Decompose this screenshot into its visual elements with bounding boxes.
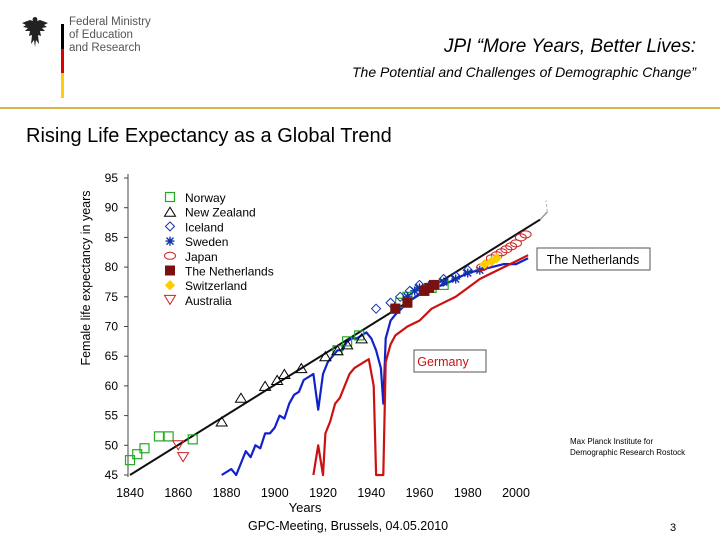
legend-marker-norway (164, 191, 176, 203)
y-tick-label: 95 (105, 171, 119, 185)
point-iceland (370, 303, 382, 314)
y-tick-label: 75 (105, 290, 119, 304)
x-tick-label: 2000 (502, 486, 530, 500)
legend-marker-the-netherlands (165, 265, 175, 276)
y-tick-label: 45 (105, 468, 119, 482)
header-divider (0, 107, 720, 109)
flag-bar (61, 24, 64, 98)
legend-label-australia: Australia (185, 294, 232, 308)
y-tick-label: 85 (105, 230, 119, 244)
point-norway (124, 455, 136, 466)
point-sweden (463, 268, 473, 278)
point-norway (354, 330, 365, 341)
point-sweden (451, 274, 461, 284)
y-axis-label: Female life expectancy in years (79, 190, 93, 365)
legend-marker-switzerland (164, 279, 176, 291)
x-tick-label: 1980 (454, 486, 482, 500)
x-tick-label: 1860 (164, 486, 192, 500)
legend-label-switzerland: Switzerland (185, 279, 247, 293)
header-subtitle: The Potential and Challenges of Demograp… (352, 64, 696, 80)
point-new-zealand (215, 416, 229, 427)
legend-label-japan: Japan (185, 250, 218, 264)
point-new-zealand (331, 344, 344, 356)
x-tick-label: 1880 (213, 486, 241, 500)
point-new-zealand (294, 362, 308, 374)
y-tick-label: 80 (105, 260, 119, 274)
point-australia (171, 440, 185, 451)
point-new-zealand (319, 350, 332, 362)
annotation-germany-label: Germany (417, 355, 469, 369)
point-the-netherlands (390, 303, 401, 314)
ministry-name: Federal Ministry of Education and Resear… (69, 16, 151, 55)
point-the-netherlands (402, 297, 413, 308)
point-japan (510, 239, 522, 248)
point-new-zealand (258, 380, 272, 391)
section-title: Rising Life Expectancy as a Global Trend (26, 125, 392, 147)
eagle-icon (22, 17, 48, 47)
logo-line-1: Federal Ministry (69, 16, 151, 28)
legend-marker-new-zealand (163, 206, 177, 217)
point-sweden (402, 292, 412, 302)
x-tick-label: 1960 (406, 486, 434, 500)
point-norway (342, 336, 353, 347)
point-the-netherlands (428, 279, 439, 290)
mpi-note: Max Planck Institute for Demographic Res… (570, 437, 686, 457)
trend-line-extension (539, 211, 548, 221)
point-sweden (439, 277, 449, 287)
legend-label-the-netherlands: The Netherlands (185, 265, 274, 279)
annotation-netherlands-box (536, 247, 651, 271)
x-tick-label: 1900 (261, 486, 289, 500)
y-tick-label: 90 (105, 201, 119, 215)
page-number: 3 (670, 522, 677, 534)
y-tick-label: 50 (105, 438, 119, 452)
point-norway (153, 431, 165, 442)
legend-marker-iceland (164, 221, 176, 232)
point-japan (500, 245, 513, 254)
trend-line (129, 218, 541, 476)
point-new-zealand (355, 332, 368, 344)
point-sweden (410, 286, 420, 296)
legend-label-norway: Norway (185, 191, 226, 205)
y-tick-label: 65 (105, 349, 119, 363)
point-japan (519, 230, 532, 239)
annotation-netherlands-label: The Netherlands (547, 253, 639, 267)
point-australia (176, 452, 190, 463)
point-norway (187, 434, 198, 445)
annotation-germany-box (413, 349, 487, 373)
point-new-zealand (234, 392, 248, 403)
logo-line-3: and Research (69, 42, 141, 54)
footer-text: GPC-Meeting, Brussels, 04.05.2010 (248, 519, 449, 533)
y-tick-label: 70 (105, 320, 119, 334)
x-tick-label: 1840 (116, 486, 144, 500)
legend-label-iceland: Iceland (185, 220, 224, 234)
x-tick-label: 1940 (357, 486, 385, 500)
y-tick-label: 60 (105, 379, 119, 393)
legend-marker-sweden (165, 236, 175, 246)
point-new-zealand (278, 368, 291, 380)
header-title: JPI “More Years, Better Lives: (443, 36, 696, 57)
point-new-zealand (340, 338, 354, 350)
point-new-zealand (270, 374, 284, 385)
point-switzerland (479, 258, 490, 270)
legend-marker-australia (163, 294, 177, 306)
point-norway (163, 431, 174, 442)
point-norway (132, 449, 143, 460)
legend-label-new-zealand: New Zealand (185, 206, 256, 220)
point-japan (495, 248, 508, 257)
legend-marker-japan (164, 251, 176, 260)
series-line-germany (312, 254, 529, 477)
point-iceland (394, 291, 406, 303)
x-tick-label: 1920 (309, 486, 337, 500)
y-tick-label: 55 (105, 409, 119, 423)
point-norway (139, 443, 150, 454)
ministry-logo: Federal Ministry of Education and Resear… (20, 14, 170, 104)
trend-line-projection (545, 200, 548, 212)
legend-label-sweden: Sweden (185, 235, 228, 249)
point-japan (505, 242, 518, 251)
point-japan (514, 233, 527, 242)
point-switzerland (491, 252, 502, 264)
logo-line-2: of Education (69, 29, 133, 41)
x-axis-label: Years (289, 500, 322, 515)
